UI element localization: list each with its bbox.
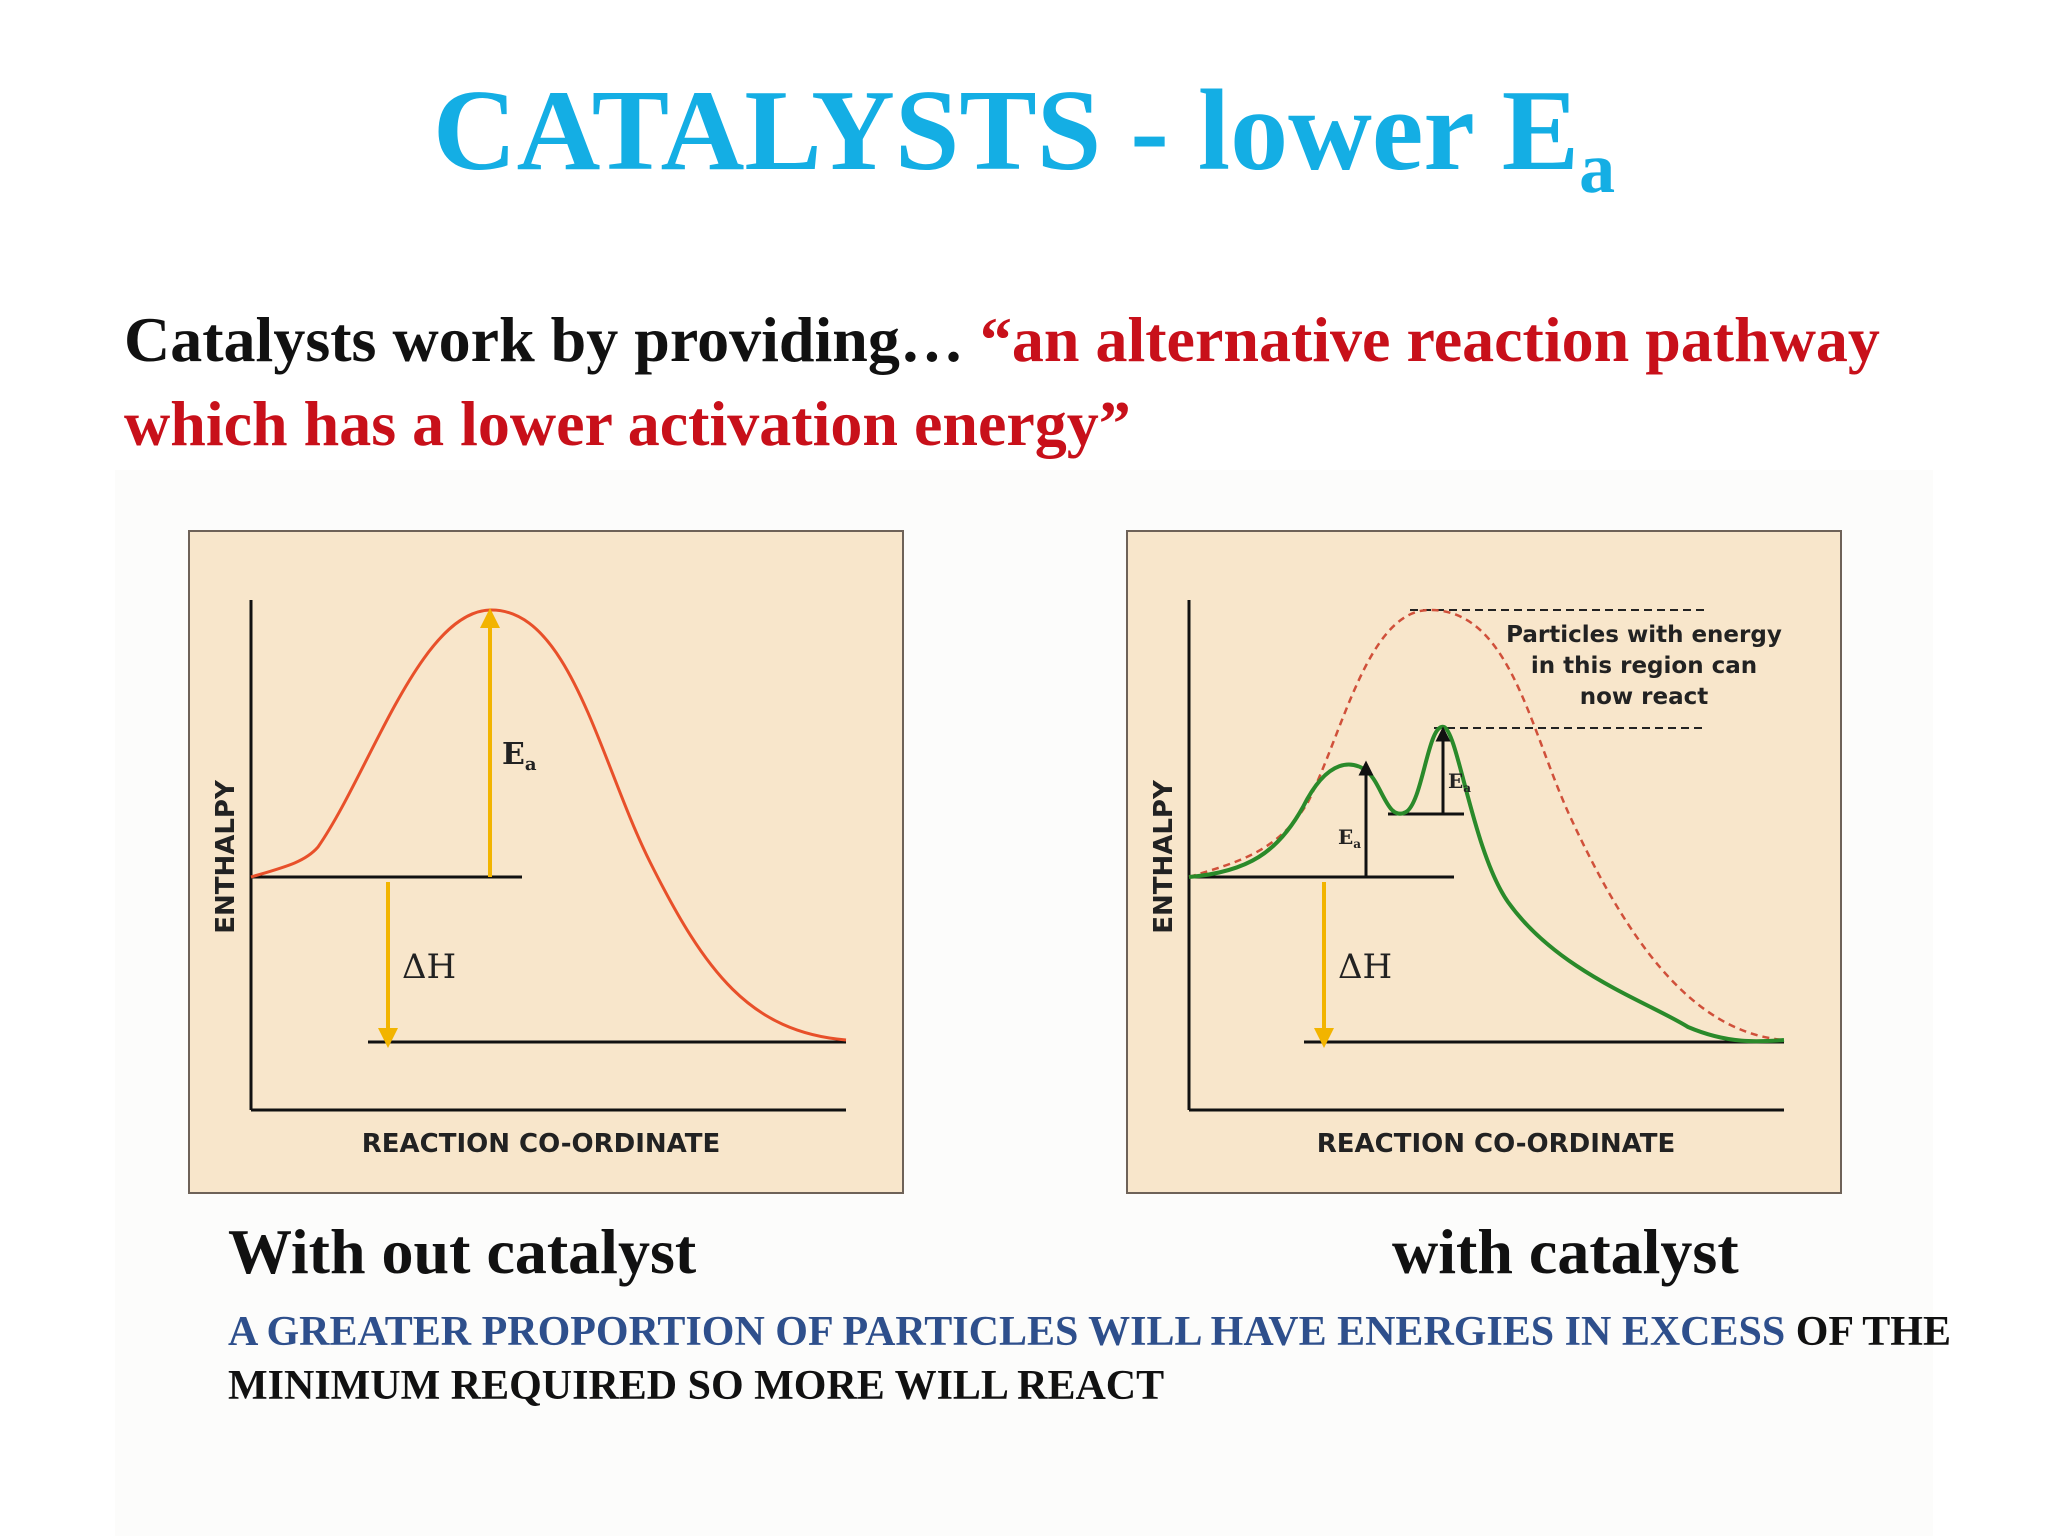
diagram-with-catalyst-svg: ENTHALPY REACTION CO-ORDINATE Ea Ea ΔH P…	[1149, 600, 1785, 1159]
annotation-line-2: in this region can	[1531, 653, 1757, 679]
diagram-without-catalyst: ENTHALPY REACTION CO-ORDINATE Ea ΔH	[188, 530, 904, 1194]
ea-label-2: Ea	[1448, 769, 1471, 795]
slide-title: CATALYSTS - lower Ea	[432, 67, 1616, 209]
conclusion-note: A GREATER PROPORTION OF PARTICLES WILL H…	[228, 1305, 1988, 1413]
caption-without-catalyst: With out catalyst	[228, 1216, 697, 1287]
diagram-without-catalyst-svg: ENTHALPY REACTION CO-ORDINATE Ea ΔH	[211, 600, 847, 1159]
uncatalysed-curve	[250, 608, 847, 1042]
dh-label: ΔH	[402, 947, 456, 987]
note-blue-text: A GREATER PROPORTION OF PARTICLES WILL H…	[228, 1309, 1786, 1355]
ea-label: Ea	[502, 737, 537, 775]
ea-label-1: Ea	[1338, 825, 1361, 851]
intro-text: Catalysts work by providing… “an alterna…	[124, 298, 1964, 466]
note-black-text: OF THE MINIMUM REQUIRED SO MORE WILL REA…	[228, 1309, 1951, 1409]
x-axis-label: REACTION CO-ORDINATE	[362, 1129, 721, 1159]
caption-with-catalyst: with catalyst	[1392, 1216, 1739, 1287]
annotation-line-3: now react	[1580, 684, 1709, 710]
annotation-line-1: Particles with energy	[1506, 622, 1782, 648]
x-axis-label: REACTION CO-ORDINATE	[1317, 1129, 1676, 1159]
catalysed-curve	[1188, 725, 1785, 1044]
diagram-with-catalyst: ENTHALPY REACTION CO-ORDINATE Ea Ea ΔH P…	[1126, 530, 1842, 1194]
dh-label: ΔH	[1338, 947, 1392, 987]
y-axis-label: ENTHALPY	[1149, 779, 1179, 934]
y-axis-label: ENTHALPY	[211, 779, 241, 934]
title-subscript: a	[1579, 128, 1616, 209]
intro-quote: “an alternative reaction pathway which h…	[124, 304, 1880, 459]
intro-lead: Catalysts work by providing…	[124, 304, 980, 375]
